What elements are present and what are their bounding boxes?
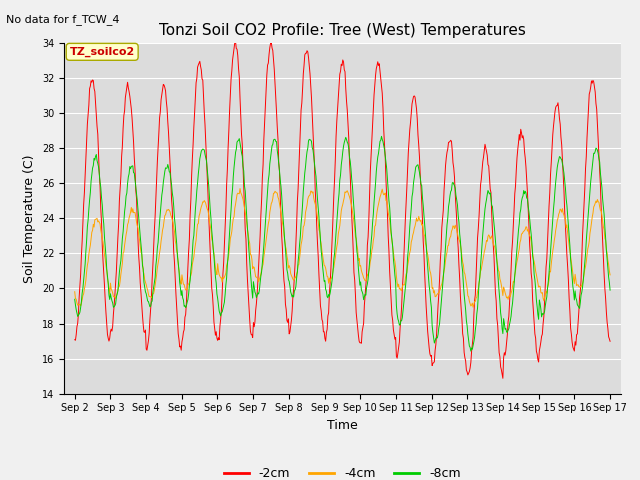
-2cm [71, 337, 79, 343]
-2cm [218, 291, 226, 297]
-4cm [408, 237, 416, 242]
Legend: -2cm, -4cm, -8cm: -2cm, -4cm, -8cm [219, 462, 466, 480]
Line: -8cm: -8cm [75, 136, 610, 351]
-8cm [606, 288, 614, 293]
-8cm [136, 225, 143, 230]
Title: Tonzi Soil CO2 Profile: Tree (West) Temperatures: Tonzi Soil CO2 Profile: Tree (West) Temp… [159, 23, 526, 38]
-8cm [424, 264, 431, 269]
-4cm [71, 289, 79, 295]
-2cm [424, 328, 431, 334]
-4cm [190, 254, 198, 260]
-4cm [469, 304, 477, 310]
-2cm [499, 375, 507, 381]
Text: No data for f_TCW_4: No data for f_TCW_4 [6, 14, 120, 25]
X-axis label: Time: Time [327, 419, 358, 432]
-2cm [190, 124, 198, 130]
-4cm [218, 279, 226, 285]
-8cm [71, 297, 79, 302]
Line: -2cm: -2cm [75, 42, 610, 378]
-2cm [606, 338, 614, 344]
-8cm [190, 232, 198, 238]
-8cm [218, 309, 226, 315]
-8cm [408, 194, 416, 200]
-4cm [424, 252, 431, 257]
-2cm [408, 101, 416, 107]
Text: TZ_soilco2: TZ_soilco2 [70, 47, 135, 57]
-4cm [136, 237, 143, 242]
Line: -4cm: -4cm [75, 189, 610, 307]
-8cm [378, 133, 385, 139]
-4cm [606, 272, 614, 278]
-4cm [236, 186, 244, 192]
-2cm [81, 190, 88, 196]
-2cm [136, 264, 143, 270]
Y-axis label: Soil Temperature (C): Soil Temperature (C) [23, 154, 36, 283]
-4cm [81, 286, 88, 292]
-8cm [467, 348, 475, 354]
-2cm [232, 39, 239, 45]
-8cm [81, 268, 88, 274]
